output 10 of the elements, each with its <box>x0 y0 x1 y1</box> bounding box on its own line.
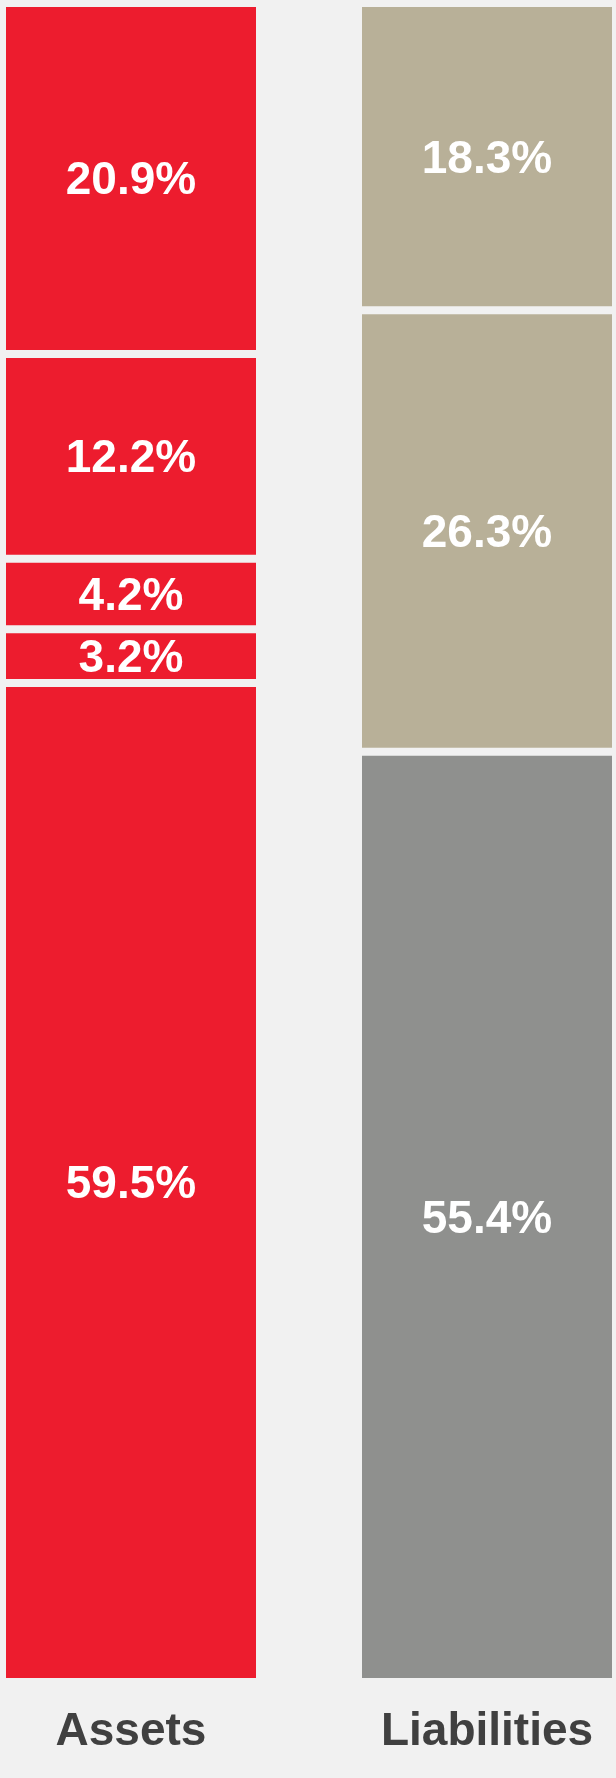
data-label: 18.3% <box>421 130 553 183</box>
data-label: 12.2% <box>65 430 197 483</box>
data-label: 20.9% <box>65 152 197 205</box>
data-label: 26.3% <box>421 505 553 558</box>
x-tick-label: Assets <box>55 1703 207 1755</box>
data-label: 3.2% <box>78 630 184 683</box>
data-label: 4.2% <box>78 568 184 621</box>
data-label: 55.4% <box>421 1190 553 1243</box>
x-tick-label: Liabilities <box>380 1703 594 1755</box>
data-label: 59.5% <box>65 1156 197 1209</box>
